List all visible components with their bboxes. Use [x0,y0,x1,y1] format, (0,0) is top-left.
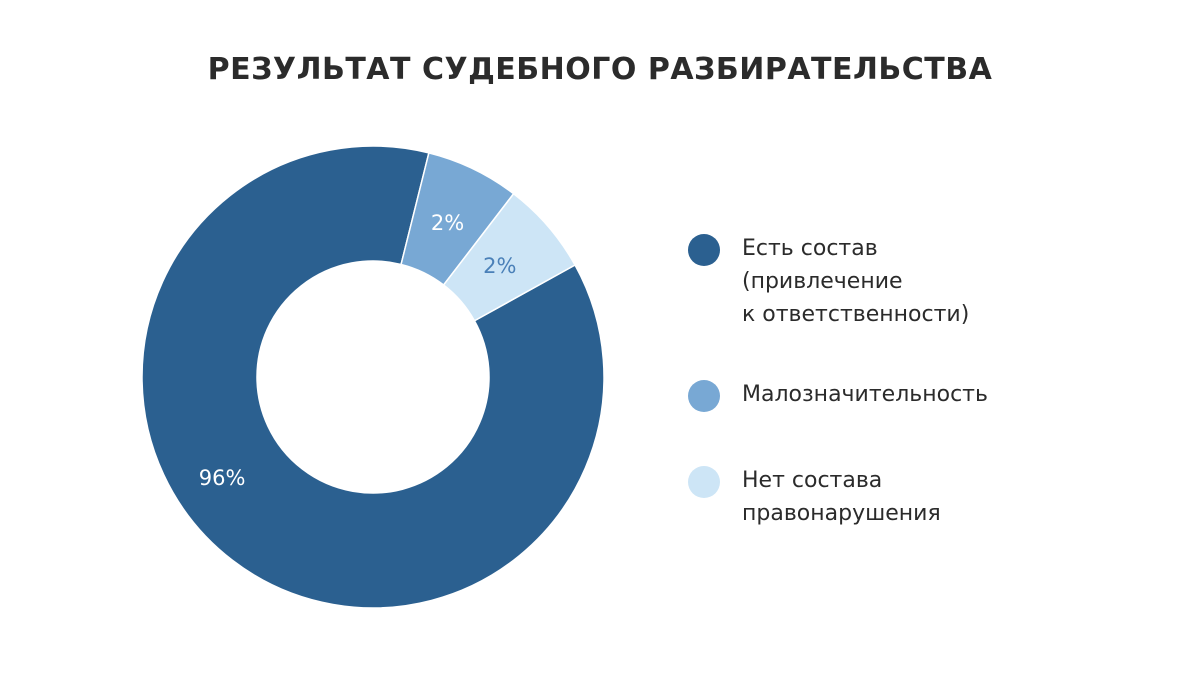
legend-item-insignificance: Малозначительность [688,378,1048,412]
legend-swatch-insignificance [688,380,720,412]
legend-item-liability: Есть состав (привлечение к ответственнос… [688,232,1048,331]
legend-item-no-offense: Нет состава правонарушения [688,464,1048,530]
slice-label-liability: 96% [199,466,246,490]
slice-no-offense [442,192,577,322]
legend-label-no-offense: Нет состава правонарушения [742,468,941,526]
legend-label-insignificance: Малозначительность [742,382,988,407]
slice-label-insignificance: 2% [431,211,464,235]
chart-title: РЕЗУЛЬТАТ СУДЕБНОГО РАЗБИРАТЕЛЬСТВА [207,52,993,87]
legend-swatch-no-offense [688,466,720,498]
legend-swatch-liability [688,234,720,266]
slice-liability [141,145,605,609]
legend-label-liability: Есть состав (привлечение к ответственнос… [742,236,970,327]
slice-label-no-offense: 2% [483,254,516,278]
